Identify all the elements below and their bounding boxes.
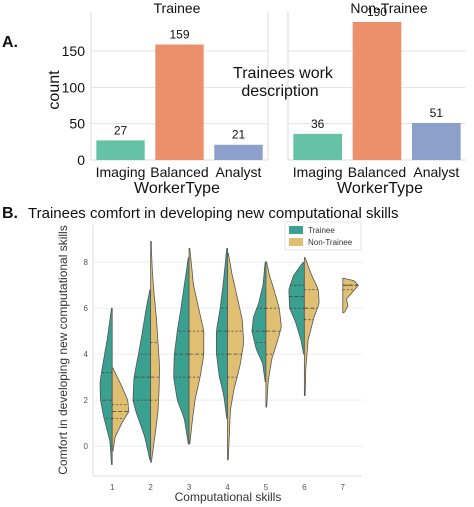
trainee-bar-chart: 0 50 100 150 27 159 21 Imaging Balanced Analyst… [46, 0, 269, 180]
x-tick-label: 7 [341, 483, 346, 492]
x-tick-label: Imaging [96, 164, 146, 180]
panel-a-label: A. [2, 34, 18, 51]
bars [96, 44, 263, 160]
bars [293, 22, 461, 160]
violin-y-axis-label: Comfort in developing new computational … [56, 225, 70, 474]
legend-label-non-trainee: Non-Trainee [308, 238, 353, 247]
y-tick-labels: 0 50 100 150 [62, 43, 86, 168]
subplot-title-non-trainee: Non-Trainee [350, 0, 428, 16]
non-trainee-bar-chart: 36 190 51 Imaging Balanced Analyst Non-Train… [287, 0, 466, 180]
violin-x-axis-label: Computational skills [175, 490, 282, 504]
subplot-title-trainee: Trainee [154, 0, 201, 16]
bar-value-label: 159 [169, 28, 189, 42]
y-tick-labels: 0 2 4 6 8 [84, 258, 89, 451]
bar-value-label: 190 [367, 5, 387, 19]
x-tick-label: Imaging [293, 164, 343, 180]
y-tick-label: 8 [84, 258, 89, 267]
bar-value-labels: 27 159 21 [114, 28, 246, 142]
bar-balanced [155, 44, 204, 160]
violin-trainee-3 [173, 257, 190, 445]
violin-non-trainee-3 [188, 247, 205, 445]
y-tick-label: 6 [84, 304, 89, 313]
bar-analyst [412, 122, 461, 160]
y-tick-label: 0 [77, 152, 85, 168]
x-tick-label: 1 [110, 483, 115, 492]
violin-non-trainee-6 [303, 257, 320, 396]
y-tick-label: 50 [69, 116, 85, 132]
violin-non-trainee-1 [111, 367, 130, 452]
violin-plot: 0 2 4 6 8 1 2 3 4 5 6 7 Computational skills Comfo… [56, 221, 362, 504]
bar-value-label: 21 [232, 128, 246, 142]
bar-imaging [96, 140, 145, 160]
panel-b: B. Trainees comfort in developing new co… [2, 205, 398, 504]
x-tick-label: Balanced [348, 164, 406, 180]
bar-value-label: 51 [430, 106, 444, 120]
violin-non-trainee-2 [150, 241, 160, 463]
y-axis-label-count: count [46, 70, 63, 110]
y-tick-label: 100 [62, 79, 86, 95]
violin-trainee-4 [216, 247, 228, 419]
y-tick-label: 0 [84, 442, 89, 451]
violin-trainee-1 [99, 307, 113, 465]
x-tick-label: 4 [225, 483, 230, 492]
x-tick-label: 3 [187, 483, 192, 492]
x-tick-labels: Imaging Balanced Analyst [96, 164, 262, 180]
x-axis-label-workertype-right: WorkerType [337, 180, 423, 197]
legend-label-trainee: Trainee [308, 226, 335, 235]
y-tick-label: 2 [84, 396, 89, 405]
bar-imaging [293, 133, 342, 160]
x-tick-labels: Imaging Balanced Analyst [293, 164, 460, 180]
panel-b-label: B. [2, 205, 18, 222]
legend-swatch-non-trainee [289, 238, 303, 246]
x-tick-label: Balanced [150, 164, 208, 180]
bar-analyst [214, 144, 263, 160]
bar-balanced [352, 22, 402, 160]
x-axis-label-workertype-left: WorkerType [134, 180, 220, 197]
legend: Trainee Non-Trainee [284, 221, 362, 251]
bar-value-labels: 36 190 51 [311, 5, 443, 131]
legend-swatch-trainee [289, 226, 303, 234]
x-tick-label: Analyst [413, 164, 459, 180]
violin-trainee-2 [132, 289, 152, 461]
violin-non-trainee-4 [227, 252, 245, 461]
x-tick-labels: 1 2 3 4 5 6 7 [110, 483, 346, 492]
violin-trainee-5 [251, 261, 267, 383]
violin-trainee-6 [288, 261, 305, 355]
bar-value-label: 27 [114, 123, 128, 137]
bar-value-label: 36 [311, 117, 325, 131]
violin-non-trainee-7 [342, 277, 359, 314]
y-tick-label: 4 [84, 350, 89, 359]
x-tick-label: 5 [264, 483, 269, 492]
y-tick-label: 150 [62, 43, 86, 59]
x-tick-label: Analyst [216, 164, 262, 180]
panel-b-title: Trainees comfort in developing new compu… [28, 205, 398, 222]
x-tick-label: 2 [148, 483, 153, 492]
center-annotation-line1: Trainees work [233, 65, 334, 82]
violins [99, 241, 359, 465]
violin-non-trainee-5 [265, 261, 282, 408]
x-tick-label: 6 [302, 483, 307, 492]
center-annotation-line2: description [241, 83, 318, 100]
